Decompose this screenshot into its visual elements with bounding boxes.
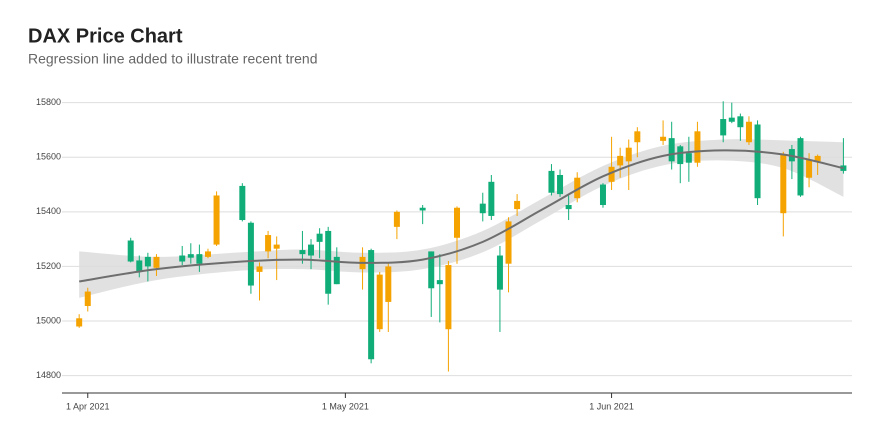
candle-body <box>617 155 624 166</box>
candle-body <box>728 117 735 122</box>
candle-body <box>514 200 521 210</box>
trend-band <box>79 139 844 298</box>
candle-body <box>685 153 692 163</box>
candle-body <box>316 233 323 242</box>
candle-body <box>754 124 761 199</box>
candle-body <box>256 266 263 272</box>
candle-body <box>419 207 426 211</box>
candle-body <box>445 265 452 330</box>
candle-body <box>325 230 332 294</box>
candle-body <box>668 138 675 162</box>
candle-body <box>806 159 813 178</box>
candle-body <box>797 138 804 196</box>
x-tick-label: 1 May 2021 <box>322 401 369 411</box>
x-tick-label: 1 Jun 2021 <box>589 401 634 411</box>
candle-body <box>737 116 744 128</box>
candle-body <box>187 254 194 258</box>
y-tick-label: 15200 <box>36 261 61 271</box>
candle-body <box>505 221 512 264</box>
candle-body <box>634 131 641 143</box>
candle-body <box>127 240 134 262</box>
candle-body <box>204 251 211 257</box>
candle-body <box>368 250 375 360</box>
candle-body <box>496 255 503 290</box>
candle-body <box>308 244 315 256</box>
candle-body <box>488 181 495 216</box>
candle-body <box>196 254 203 264</box>
y-tick-label: 15400 <box>36 206 61 216</box>
candle-body <box>376 274 383 330</box>
candle-body <box>428 251 435 289</box>
candle-body <box>385 266 392 302</box>
candle-body <box>574 177 581 199</box>
candle-body <box>840 165 847 171</box>
candle-body <box>333 256 340 285</box>
trend-line <box>79 149 844 283</box>
candle-body <box>273 244 280 249</box>
y-tick-label: 15800 <box>36 97 61 107</box>
candle-body <box>213 195 220 245</box>
y-tick-label: 15000 <box>36 315 61 325</box>
chart-title: DAX Price Chart <box>28 25 183 47</box>
x-tick-label: 1 Apr 2021 <box>66 401 110 411</box>
candle-body <box>694 131 701 163</box>
candle-body <box>565 205 572 210</box>
candle-body <box>136 260 143 272</box>
candle-body <box>247 222 254 286</box>
candle-body <box>548 170 555 193</box>
candle-body <box>265 235 272 252</box>
candle-body <box>153 256 160 268</box>
candle-body <box>660 136 667 141</box>
candle-body <box>179 255 186 262</box>
candle-body <box>720 119 727 136</box>
candle-body <box>454 207 460 238</box>
candle-body <box>780 154 787 214</box>
candle-body <box>745 121 752 143</box>
candle-body <box>239 185 246 221</box>
y-tick-label: 15600 <box>36 152 61 162</box>
candle-body <box>608 166 615 182</box>
candle-body <box>479 203 486 214</box>
candle-body <box>144 256 151 267</box>
candle-body <box>84 291 91 307</box>
candle-body <box>814 155 821 162</box>
candle-body <box>393 211 400 227</box>
candle-body <box>677 146 684 165</box>
candle-body <box>299 250 306 255</box>
chart-subtitle: Regression line added to illustrate rece… <box>28 51 318 67</box>
candle-body <box>557 174 564 195</box>
candle-body <box>599 184 606 206</box>
candle-body <box>76 318 83 327</box>
candle-body <box>625 147 632 162</box>
candle-body <box>436 280 443 285</box>
y-tick-label: 14800 <box>36 370 61 380</box>
